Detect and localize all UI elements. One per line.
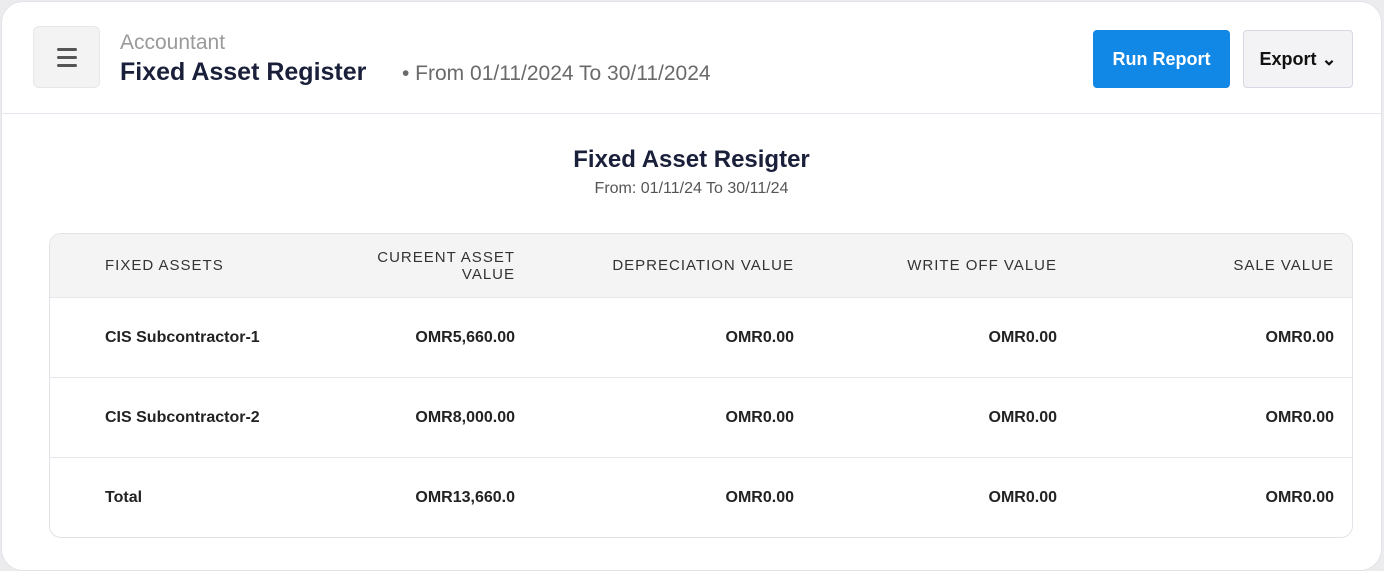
hamburger-icon	[56, 55, 77, 59]
table-cell: OMR0.00	[988, 408, 1057, 426]
table-cell: OMR0.00	[1265, 489, 1334, 506]
table-cell: OMR5,660.00	[415, 328, 515, 346]
table-cell: OMR0.00	[1265, 408, 1334, 426]
column-header: CUREENT ASSET VALUE	[377, 248, 515, 283]
export-dropdown-button[interactable]: Export ⌄	[1243, 30, 1353, 88]
column-header: FIXED ASSETS	[105, 257, 224, 274]
page-title: Fixed Asset Register	[120, 58, 367, 86]
table-cell: CIS Subcontractor-2	[105, 408, 260, 426]
table-cell: CIS Subcontractor-1	[105, 328, 260, 346]
asset-table: FIXED ASSETS CUREENT ASSET VALUE DEPRECIAT…	[49, 233, 1353, 538]
hamburger-icon	[56, 63, 77, 67]
table-row: CIS Subcontractor-2 OMR8,000.00 OMR0.00 OMR…	[50, 378, 1352, 458]
table-header: FIXED ASSETS CUREENT ASSET VALUE DEPRECIAT…	[50, 234, 1352, 298]
report-subtitle: From: 01/11/24 To 30/11/24	[594, 180, 789, 197]
breadcrumb[interactable]: Accountant	[120, 31, 226, 54]
table-cell: OMR0.00	[988, 489, 1057, 506]
table-cell: OMR0.00	[1265, 328, 1334, 346]
column-header: SALE VALUE	[1233, 257, 1334, 274]
table-cell: OMR0.00	[725, 408, 794, 426]
table-cell: OMR0.00	[988, 328, 1057, 346]
table-row: Total OMR13,660.0 OMR0.00 OMR0.00 OMR0.00	[50, 458, 1352, 537]
column-header: WRITE OFF VALUE	[907, 257, 1057, 274]
hamburger-icon	[56, 47, 77, 51]
header: Accountant Fixed Asset Register • From 0…	[2, 2, 1381, 114]
column-header: DEPRECIATION VALUE	[612, 257, 794, 274]
run-report-button[interactable]: Run Report	[1093, 30, 1230, 88]
table-cell: OMR13,660.0	[415, 489, 515, 506]
menu-button[interactable]	[33, 26, 100, 88]
table-cell: OMR0.00	[725, 328, 794, 346]
table-cell: OMR8,000.00	[415, 408, 515, 426]
table-cell: OMR0.00	[725, 489, 794, 506]
date-range: • From 01/11/2024 To 30/11/2024	[402, 62, 711, 85]
report-title: Fixed Asset Resigter	[573, 146, 810, 173]
table-cell: Total	[105, 489, 143, 506]
table-row: CIS Subcontractor-1 OMR5,660.00 OMR0.00 OMR…	[50, 298, 1352, 378]
